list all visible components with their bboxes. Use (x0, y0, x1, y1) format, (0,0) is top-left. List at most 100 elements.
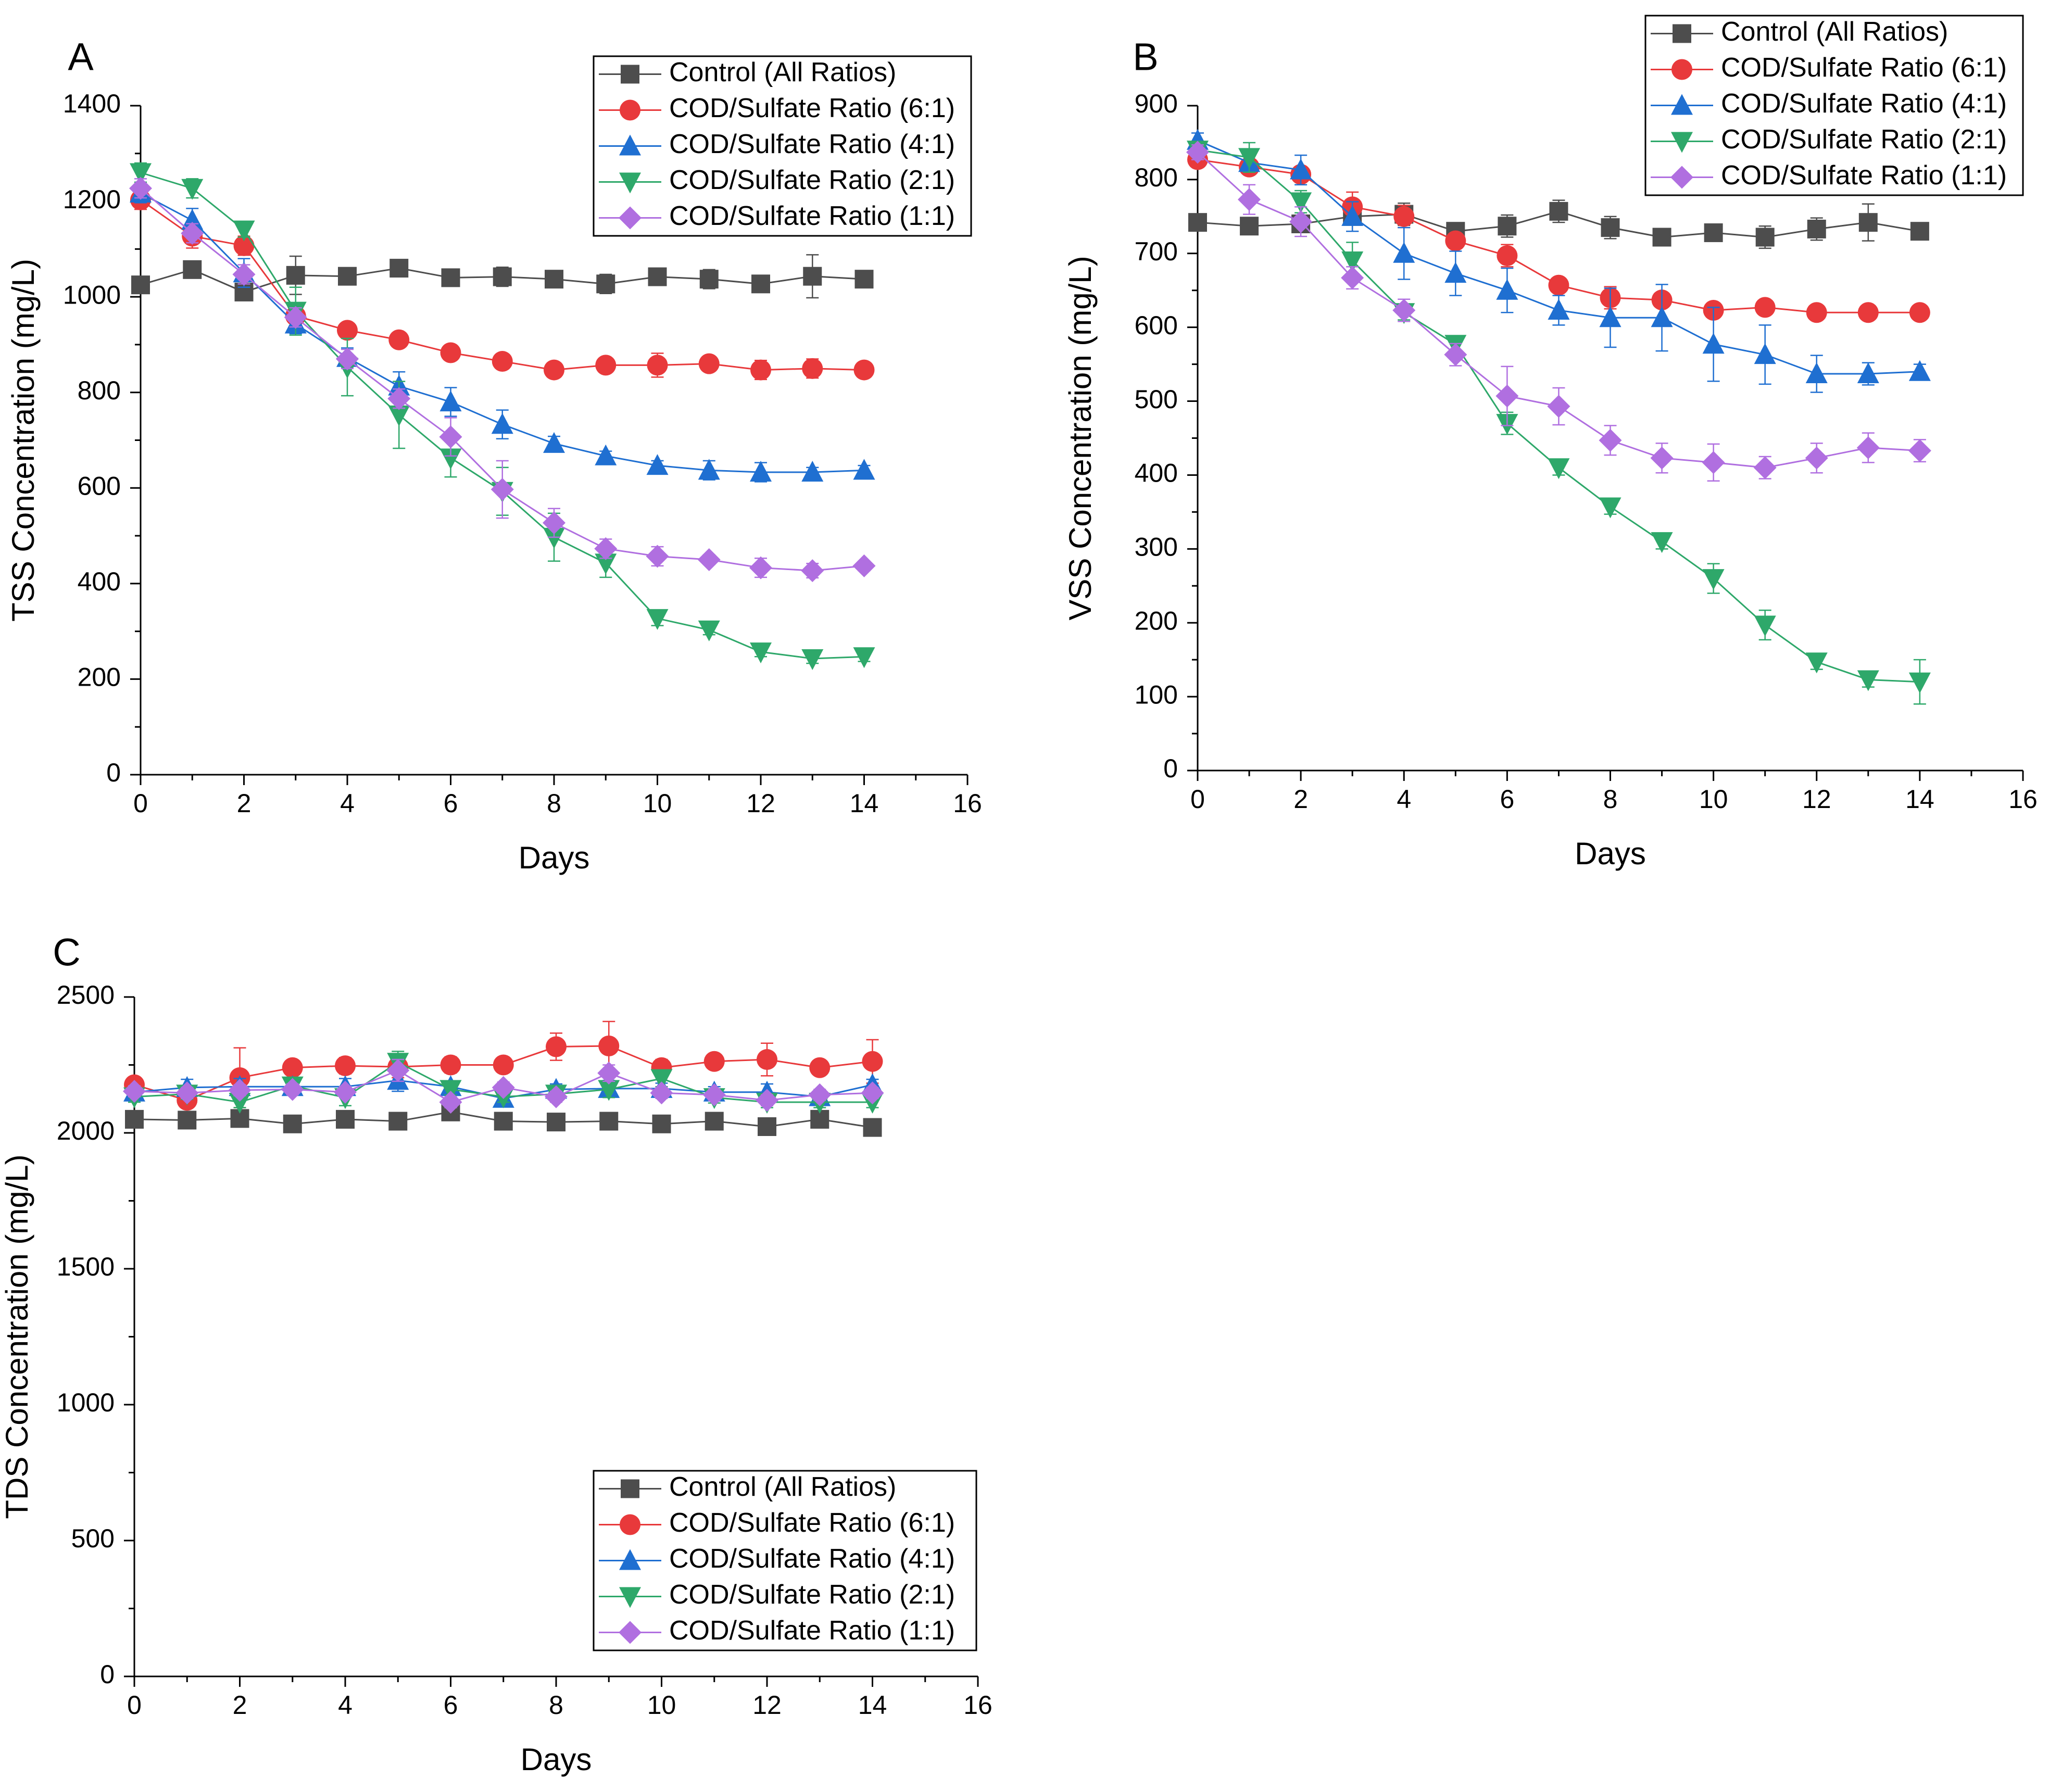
data-point (702, 1083, 726, 1106)
data-point (808, 1083, 832, 1106)
data-point (439, 1080, 462, 1101)
legend-item: COD/Sulfate Ratio (6:1) (599, 93, 955, 123)
y-tick-label: 600 (1135, 311, 1178, 340)
data-point (647, 355, 668, 376)
data-point (440, 1054, 461, 1076)
series-0 (131, 254, 874, 301)
data-point (1908, 360, 1931, 381)
data-point (703, 1051, 725, 1072)
data-point (388, 329, 410, 350)
x-tick-label: 2 (233, 1690, 247, 1720)
data-point (175, 1081, 199, 1105)
x-tick-label: 8 (547, 789, 561, 818)
data-point (1393, 242, 1415, 263)
y-tick-label: 800 (1135, 163, 1178, 192)
x-tick-label: 10 (643, 789, 672, 818)
y-tick-label: 400 (78, 567, 121, 596)
x-tick-label: 8 (549, 1690, 563, 1720)
data-point (1188, 213, 1207, 232)
data-point (599, 1112, 619, 1131)
y-tick-label: 900 (1135, 89, 1178, 118)
data-point (1549, 201, 1568, 221)
series-4 (123, 1058, 884, 1114)
x-tick-label: 6 (444, 789, 458, 818)
data-point (1702, 569, 1725, 590)
data-point (650, 1081, 673, 1105)
y-tick-label: 200 (1135, 606, 1178, 635)
data-point (596, 274, 615, 294)
data-point (705, 1112, 724, 1131)
x-tick-label: 0 (133, 789, 148, 818)
y-axis-title: TSS Concentration (mg/L) (6, 259, 41, 622)
data-point (1754, 343, 1776, 364)
x-tick-label: 14 (1905, 785, 1934, 814)
data-point (1496, 279, 1518, 300)
data-point (751, 274, 770, 294)
x-tick-label: 4 (338, 1690, 353, 1720)
chart-panel-c: C 0 2 4 6 8 10 12 14 16 0 500 1000 1500 2000 2500 Days TD… (0, 931, 992, 1777)
data-point (543, 527, 565, 549)
legend-marker (620, 1514, 640, 1535)
series-2 (1187, 129, 1931, 393)
data-point (646, 609, 669, 630)
data-point (1704, 223, 1723, 243)
data-point (1753, 456, 1777, 479)
data-point (493, 267, 512, 286)
data-point (1290, 158, 1312, 180)
data-point (1240, 217, 1259, 236)
data-point (1754, 615, 1776, 637)
data-point (125, 1109, 144, 1129)
x-axis-title: Days (519, 840, 590, 875)
data-point (546, 1036, 567, 1057)
legend-label: COD/Sulfate Ratio (2:1) (1721, 124, 2007, 155)
data-point (1444, 262, 1467, 283)
x-tick-label: 16 (2008, 785, 2038, 814)
legend-item: COD/Sulfate Ratio (6:1) (1651, 53, 2007, 83)
data-point (1651, 306, 1673, 327)
data-point (1238, 148, 1261, 169)
data-point (853, 459, 875, 480)
data-point (545, 1085, 568, 1108)
data-point (131, 275, 150, 295)
legend-label: COD/Sulfate Ratio (6:1) (669, 1508, 955, 1538)
y-tick-label: 1400 (63, 89, 121, 118)
legend-label: Control (All Ratios) (669, 1472, 896, 1502)
data-point (129, 176, 152, 200)
data-point (1495, 384, 1519, 408)
data-point (130, 163, 152, 184)
legend-marker (619, 206, 642, 230)
y-tick-label: 0 (106, 758, 121, 787)
legend: Control (All Ratios) COD/Sulfate Ratio (6… (593, 55, 972, 237)
data-point (494, 1112, 513, 1131)
legend-label: COD/Sulfate Ratio (2:1) (669, 165, 955, 195)
data-point (1856, 436, 1880, 459)
data-point (181, 222, 204, 245)
legend-item: COD/Sulfate Ratio (1:1) (599, 201, 955, 231)
panel-label: B (1133, 35, 1158, 79)
data-point (286, 266, 305, 285)
data-point (547, 1113, 565, 1132)
data-point (1805, 362, 1828, 384)
data-point (1909, 302, 1930, 323)
data-point (1754, 297, 1776, 318)
x-tick-label: 12 (1802, 785, 1831, 814)
legend-marker (619, 1621, 642, 1644)
data-point (1599, 428, 1622, 452)
data-point (439, 390, 462, 412)
y-tick-label: 500 (1135, 385, 1178, 414)
data-point (1392, 299, 1416, 322)
data-point (123, 1080, 146, 1103)
data-point (1857, 362, 1879, 384)
x-tick-label: 2 (237, 789, 252, 818)
data-point (178, 1110, 197, 1130)
y-tick-label: 2000 (57, 1116, 115, 1145)
legend-item: COD/Sulfate Ratio (2:1) (599, 1580, 955, 1610)
data-point (852, 554, 876, 577)
data-point (492, 351, 513, 372)
data-point (283, 1114, 302, 1133)
data-point (594, 537, 618, 560)
data-point (181, 179, 204, 200)
legend-marker (1671, 94, 1693, 115)
data-point (648, 267, 667, 286)
